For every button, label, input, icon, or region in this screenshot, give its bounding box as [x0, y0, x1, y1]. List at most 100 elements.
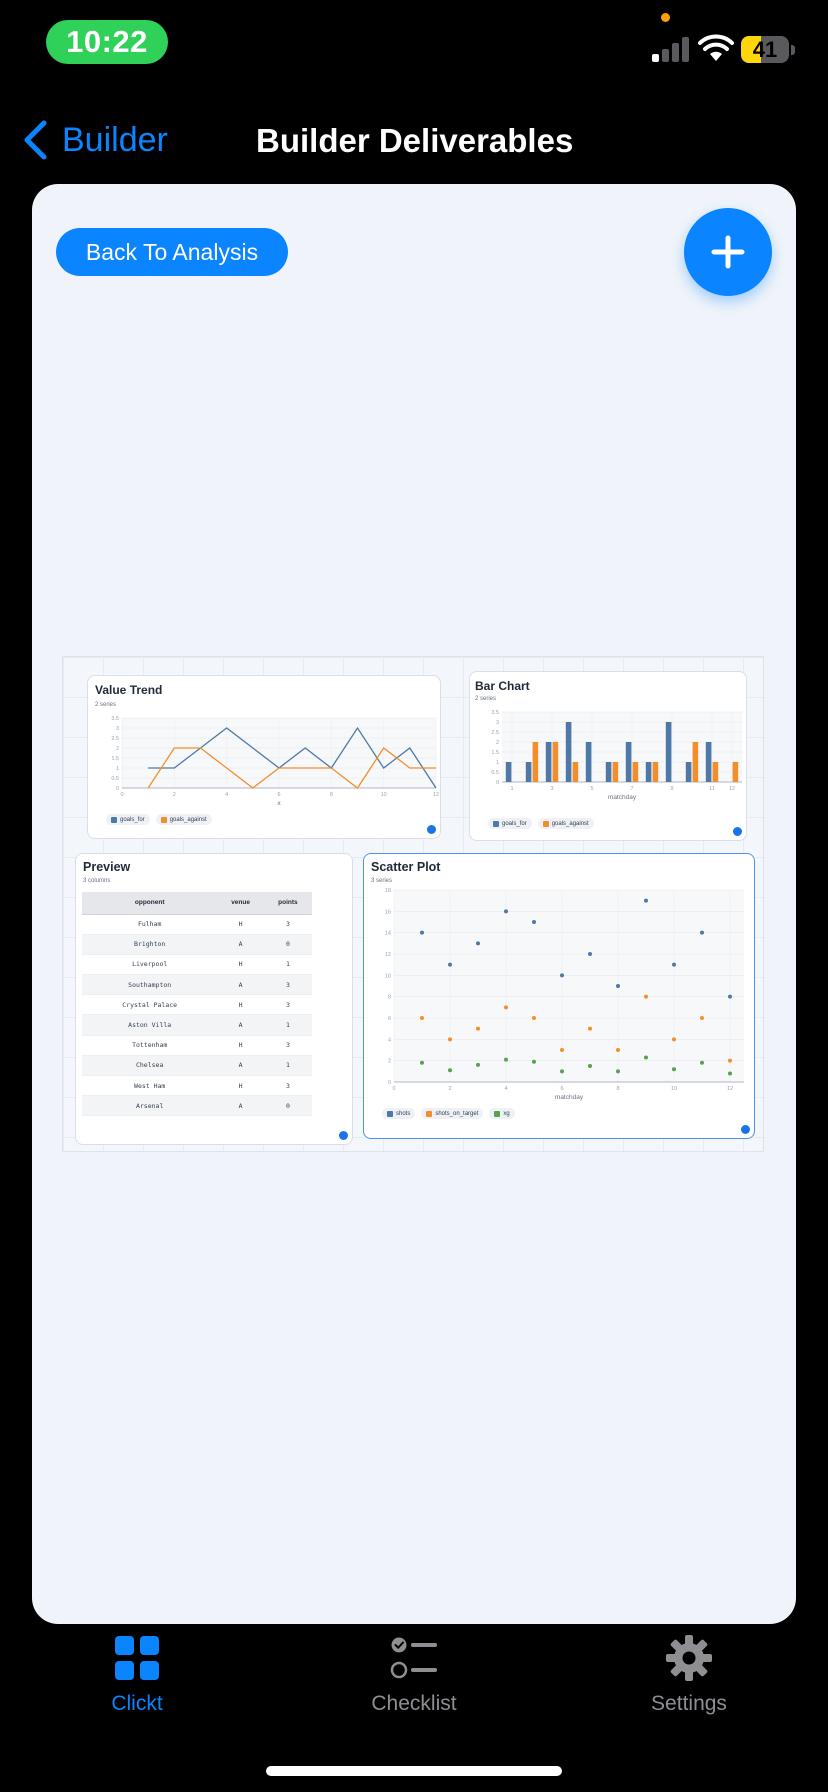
legend-label: shots_on_target: [435, 1110, 479, 1117]
y-tick-label: 14: [385, 931, 391, 937]
bar-goals_for: [605, 762, 612, 782]
point-xg: [588, 1064, 592, 1068]
table-cell: A: [217, 1014, 264, 1036]
dashboard-canvas[interactable]: Value Trend 2 series 0 0.5 1 1.5 2 2.5 3 3.5 0 2 4…: [62, 656, 764, 1152]
y-tick-label: 0.5: [111, 776, 119, 782]
table-row[interactable]: Fulham H 3: [82, 914, 312, 935]
table-cell: H: [217, 1075, 264, 1097]
plot-area: [502, 712, 742, 782]
navigation-bar: Builder Builder Deliverables: [0, 100, 828, 180]
x-tick-label: 2: [448, 1086, 451, 1092]
legend-label: goals_for: [120, 816, 145, 823]
x-axis-label: matchday: [555, 1094, 584, 1101]
cellular-signal-icon: [652, 34, 690, 62]
table-row[interactable]: Brighton A 0: [82, 934, 312, 955]
column-header[interactable]: opponent: [82, 892, 218, 915]
y-tick-label: 0: [388, 1080, 391, 1086]
x-tick-label: 10: [671, 1086, 677, 1092]
tab-clickt[interactable]: Clickt: [57, 1634, 217, 1734]
resize-handle[interactable]: [741, 1125, 750, 1134]
table-row[interactable]: Arsenal A 0: [82, 1095, 312, 1117]
y-tick-label: 3: [116, 726, 119, 732]
table-row[interactable]: Chelsea A 1: [82, 1055, 312, 1077]
table-header-row: opponent venue points: [82, 892, 312, 915]
table-cell: 1: [263, 954, 312, 976]
resize-handle[interactable]: [733, 827, 742, 836]
table-cell: Arsenal: [82, 1095, 218, 1117]
legend-item[interactable]: goals_against: [537, 818, 594, 829]
table-cell: A: [217, 1095, 264, 1117]
bar-goals_against: [632, 762, 639, 782]
tab-checklist[interactable]: Checklist: [334, 1634, 494, 1734]
widget-title: Scatter Plot: [371, 860, 441, 874]
y-tick-label: 0: [116, 786, 119, 792]
bar-goals_for: [545, 742, 552, 782]
table-cell: H: [217, 994, 264, 1016]
back-button[interactable]: Builder: [20, 115, 168, 165]
legend-item[interactable]: goals_for: [106, 814, 150, 825]
table-cell: H: [217, 1035, 264, 1056]
legend-item[interactable]: xg: [489, 1108, 515, 1119]
x-axis-label: x: [277, 800, 281, 807]
battery-icon: 41: [741, 36, 789, 63]
table-cell: 3: [263, 1035, 312, 1056]
table-cell: 0: [263, 1095, 312, 1117]
resize-handle[interactable]: [427, 825, 436, 834]
table-row[interactable]: Southampton A 3: [82, 974, 312, 996]
y-tick-label: 4: [388, 1037, 391, 1043]
point-xg: [728, 1071, 732, 1076]
x-tick-label: 4: [504, 1086, 507, 1092]
legend-item[interactable]: goals_against: [155, 814, 212, 825]
x-tick-label: 11: [709, 786, 715, 792]
point-xg: [504, 1057, 508, 1062]
bar-goals_for: [525, 762, 532, 782]
status-time[interactable]: 10:22: [46, 20, 168, 64]
tab-bar: Clickt Checklist Settings: [0, 1626, 828, 1746]
table-row[interactable]: Crystal Palace H 3: [82, 994, 312, 1016]
table-row[interactable]: Tottenham H 3: [82, 1035, 312, 1056]
point-shots_on_target: [588, 1026, 592, 1031]
bar-goals_against: [532, 742, 539, 782]
point-xg: [420, 1060, 424, 1065]
legend-label: goals_against: [551, 820, 589, 827]
add-widget-button[interactable]: [684, 208, 772, 296]
point-shots_on_target: [560, 1048, 564, 1052]
home-indicator[interactable]: [266, 1766, 562, 1776]
scatter-plot-widget[interactable]: Scatter Plot 3 series 0 2 4 6 8 10 12 14 16 18 0 2 4…: [363, 853, 755, 1139]
tab-label: Clickt: [111, 1692, 163, 1715]
tab-settings[interactable]: Settings: [609, 1634, 769, 1734]
legend-label: goals_against: [169, 816, 207, 823]
data-table: opponent venue points Fulham H 3 Brighton A 0 Li…: [82, 892, 312, 1117]
y-tick-label: 2: [496, 740, 499, 746]
point-shots: [700, 930, 704, 935]
x-tick-label: 8: [330, 792, 333, 798]
widget-title: Preview: [83, 860, 131, 874]
legend-item[interactable]: shots_on_target: [421, 1108, 484, 1119]
table-cell: 3: [263, 914, 312, 935]
y-tick-label: 18: [385, 888, 391, 894]
table-cell: 3: [263, 974, 312, 996]
column-header[interactable]: points: [263, 892, 312, 915]
table-cell: 0: [263, 934, 312, 955]
legend-item[interactable]: goals_for: [488, 818, 532, 829]
x-tick-label: 6: [560, 1086, 563, 1092]
resize-handle[interactable]: [339, 1131, 348, 1140]
y-tick-label: 0.5: [491, 770, 499, 776]
value-trend-widget[interactable]: Value Trend 2 series 0 0.5 1 1.5 2 2.5 3 3.5 0 2 4…: [87, 675, 441, 839]
bar-goals_against: [712, 762, 719, 782]
point-shots_on_target: [672, 1037, 676, 1042]
bar-chart-widget[interactable]: Bar Chart 2 series 0 0.5 1 1.5 2 2.5 3 3.5 1 3 5 7 9…: [469, 671, 747, 841]
column-header[interactable]: venue: [217, 892, 264, 915]
table-row[interactable]: West Ham H 3: [82, 1075, 312, 1097]
table-row[interactable]: Liverpool H 1: [82, 954, 312, 976]
table-row[interactable]: Aston Villa A 1: [82, 1014, 312, 1036]
back-to-analysis-button[interactable]: Back To Analysis: [56, 228, 288, 276]
x-tick-label: 6: [277, 792, 280, 798]
preview-table-widget[interactable]: Preview 3 columns opponent venue points Fu…: [75, 853, 353, 1145]
y-tick-label: 2.5: [111, 736, 119, 742]
grid-icon: [115, 1636, 159, 1680]
point-shots: [504, 909, 508, 914]
x-tick-label: 2: [173, 792, 176, 798]
tab-label: Settings: [651, 1692, 727, 1715]
legend-item[interactable]: shots: [382, 1108, 416, 1119]
